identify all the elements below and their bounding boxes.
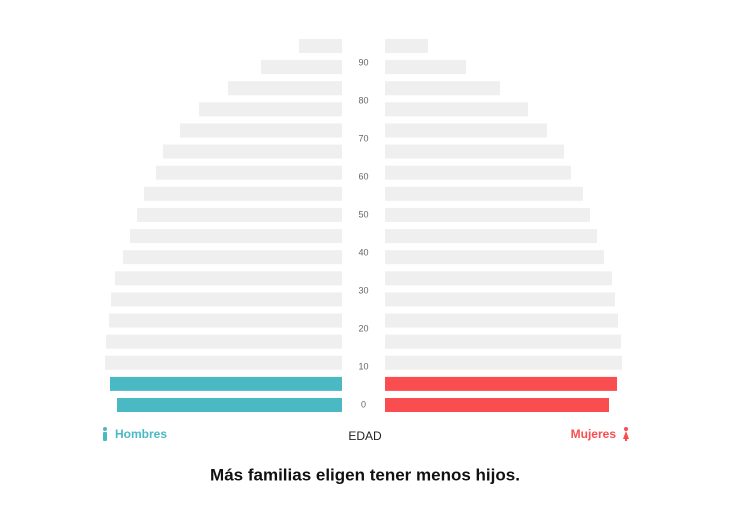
bar: [385, 398, 609, 412]
y-tick-label: 70: [358, 133, 368, 143]
y-tick-label: 20: [358, 323, 368, 333]
bar: [261, 60, 342, 75]
male-icon: [103, 427, 107, 441]
bar: [117, 398, 342, 412]
bar: [130, 229, 342, 244]
bar: [385, 81, 500, 96]
bar: [385, 334, 621, 349]
y-tick-label: 60: [358, 171, 368, 181]
bar: [156, 165, 342, 180]
bar: [228, 81, 342, 96]
bar: [385, 144, 564, 159]
bar: [385, 207, 590, 222]
bar: [163, 144, 342, 159]
bar: [385, 355, 622, 370]
bar: [385, 165, 571, 180]
bar: [199, 102, 342, 117]
legend-label: Hombres: [115, 427, 167, 441]
y-tick-label: 50: [358, 209, 368, 219]
y-tick-label: 0: [361, 399, 366, 409]
bar: [123, 250, 342, 265]
bar: [109, 313, 342, 328]
legend-label: Mujeres: [571, 427, 617, 441]
y-tick-label: 80: [358, 95, 368, 105]
bar: [180, 123, 342, 138]
axis-label: EDAD: [348, 429, 382, 443]
chart-title: Más familias eligen tener menos hijos.: [210, 465, 520, 484]
bar: [111, 292, 342, 307]
bar: [385, 313, 618, 328]
bar: [105, 355, 342, 370]
y-tick-label: 90: [358, 57, 368, 67]
bar: [385, 186, 583, 201]
y-tick-label: 40: [358, 247, 368, 257]
bar: [385, 229, 597, 244]
bar: [115, 271, 342, 286]
bar: [385, 39, 428, 53]
bar: [385, 123, 547, 138]
bar: [385, 271, 612, 286]
bar: [385, 292, 615, 307]
bar: [144, 186, 342, 201]
y-tick-label: 30: [358, 285, 368, 295]
bar: [385, 102, 528, 117]
bar: [110, 376, 342, 391]
bar: [299, 39, 342, 53]
bar: [137, 207, 342, 222]
bar: [106, 334, 342, 349]
bar: [385, 376, 617, 391]
bar: [385, 60, 466, 75]
y-tick-label: 10: [358, 361, 368, 371]
female-icon: [623, 427, 629, 441]
bar: [385, 250, 604, 265]
